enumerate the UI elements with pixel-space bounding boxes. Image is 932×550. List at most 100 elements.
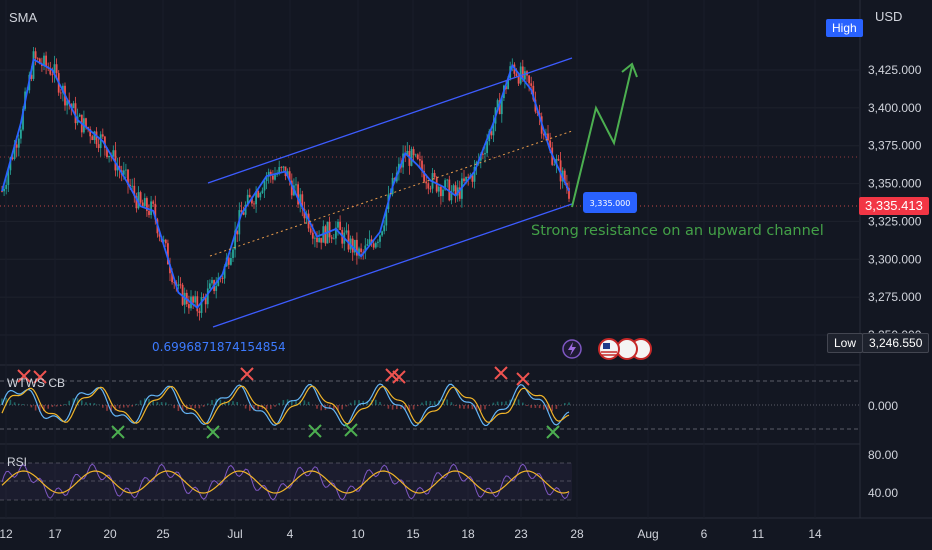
candle-body — [410, 149, 413, 166]
projection-arrow[interactable] — [571, 65, 633, 208]
candle-body — [173, 282, 176, 283]
candle-body — [282, 166, 285, 168]
oscillator-histogram-bar — [81, 400, 83, 405]
currency-label[interactable]: USD — [875, 9, 903, 24]
candle-body — [290, 180, 293, 196]
candle-body — [471, 175, 474, 182]
oscillator-histogram-bar — [51, 405, 54, 407]
candle-body — [30, 74, 33, 79]
candle-body — [555, 158, 558, 165]
candle-body — [32, 51, 35, 79]
candle-body — [15, 144, 18, 148]
candle-body — [141, 202, 144, 207]
oscillator-title[interactable]: WTWS CB — [7, 376, 65, 390]
candle-body — [337, 221, 339, 228]
candle-body — [127, 169, 129, 185]
candle-body — [13, 144, 16, 159]
candle-body — [55, 64, 58, 74]
candle-body — [223, 266, 226, 279]
channel-upper-line[interactable] — [207, 57, 573, 184]
candle-body — [484, 153, 486, 155]
us-flag-icons[interactable] — [598, 338, 652, 360]
buy-signal-x-icon — [344, 423, 358, 437]
candle-body — [467, 176, 470, 178]
price-levels — [0, 156, 860, 207]
candle-body — [385, 209, 388, 226]
oscillator-histogram-bar — [568, 402, 570, 405]
candle-body — [517, 75, 520, 84]
oscillator-histogram-bar — [64, 404, 66, 405]
candle-body — [89, 129, 92, 137]
candle-body — [332, 238, 335, 240]
oscillator-histogram-bar — [492, 402, 495, 405]
candle-body — [43, 55, 45, 66]
time-tick-label: 28 — [570, 527, 584, 541]
candle-body — [557, 158, 560, 161]
candle-body — [374, 242, 377, 248]
candle-body — [244, 204, 247, 215]
candle-body — [486, 141, 488, 154]
candle-body — [234, 230, 236, 250]
oscillator-histogram-bar — [5, 397, 7, 405]
rsi-title[interactable]: RSI — [7, 455, 27, 469]
candle-body — [500, 98, 503, 115]
time-tick-label: Aug — [637, 527, 658, 541]
oscillator-histogram-bar — [303, 400, 306, 405]
candle-body — [148, 210, 150, 215]
buy-signal-x-icon — [308, 424, 322, 438]
oscillator-histogram-bar — [307, 401, 310, 405]
candle-body — [101, 134, 104, 137]
candle-body — [311, 232, 314, 239]
oscillator-histogram-bar — [123, 405, 125, 408]
oscillator-histogram-bar — [404, 405, 406, 410]
candle-body — [265, 176, 268, 182]
oscillator-histogram-bar — [366, 400, 369, 405]
candle-body — [257, 191, 260, 198]
oscillator-histogram-bar — [564, 403, 566, 405]
candle-body — [167, 243, 169, 265]
channel-lower-line[interactable] — [212, 203, 573, 328]
price-tick-label: 3,325.000 — [868, 214, 922, 228]
candle-body — [328, 221, 331, 238]
oscillator-histogram-bar — [93, 403, 96, 405]
indicator-label[interactable]: SMA — [9, 10, 38, 25]
rsi-band — [0, 463, 572, 500]
oscillator-signal-line — [1, 385, 570, 425]
candle-body — [366, 244, 369, 246]
candle-body — [463, 178, 465, 182]
price-bubble[interactable] — [583, 192, 637, 213]
candle-body — [34, 51, 37, 59]
candle-body — [288, 171, 291, 181]
oscillator-histogram-bar — [328, 405, 331, 410]
candle-body — [179, 284, 182, 286]
candle-body — [563, 170, 566, 183]
candle-body — [364, 245, 367, 253]
candle-body — [309, 228, 312, 233]
lightning-bolt-icon — [568, 342, 576, 356]
oscillator-histogram-bar — [244, 405, 247, 409]
arrow-head-icon — [621, 62, 638, 78]
sell-signal-x-icon — [240, 367, 254, 381]
sell-signal-x-icon — [392, 370, 406, 384]
candle-body — [427, 183, 430, 189]
oscillator-histogram-bar — [454, 405, 457, 406]
candle-body — [59, 92, 62, 94]
candle-body — [314, 237, 316, 239]
candle-body — [242, 212, 245, 215]
candle-body — [251, 197, 253, 204]
oscillator-histogram-bar — [219, 399, 222, 405]
candle-body — [429, 188, 432, 190]
oscillator-histogram-bar — [383, 405, 385, 406]
candle-body — [465, 176, 467, 182]
oscillator-histogram-bar — [463, 405, 465, 409]
oscillator-histogram-bar — [543, 405, 545, 410]
candle-body — [423, 171, 425, 182]
candle-body — [515, 73, 518, 76]
channel-annotation[interactable]: Strong resistance on an upward channel — [531, 223, 824, 239]
candle-body — [139, 192, 142, 203]
candle-body — [5, 184, 8, 189]
oscillator-wave-line — [1, 383, 570, 427]
candle-body — [97, 144, 100, 149]
candle-body — [482, 153, 484, 155]
